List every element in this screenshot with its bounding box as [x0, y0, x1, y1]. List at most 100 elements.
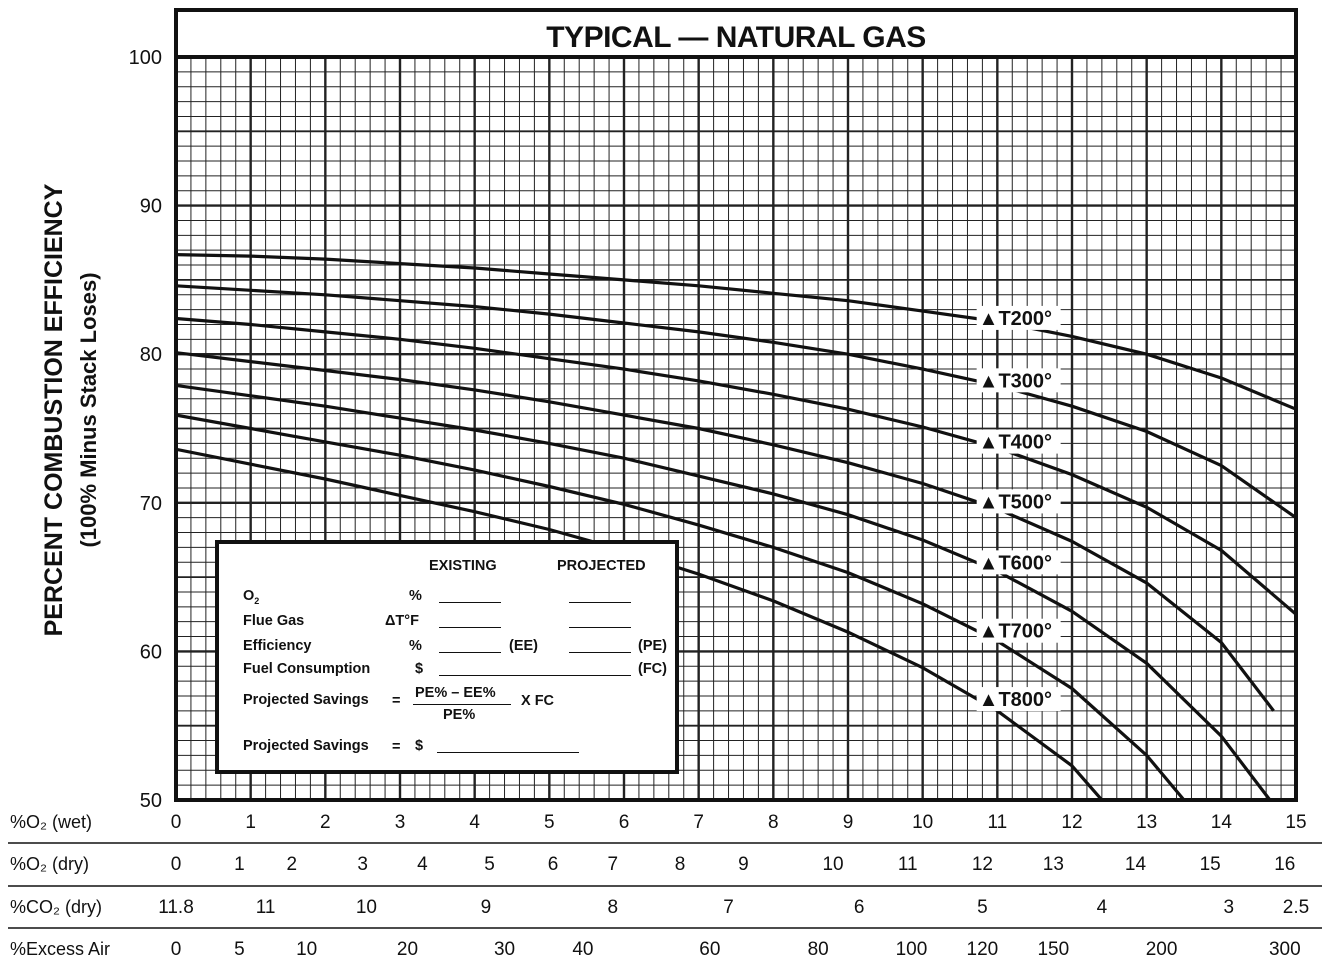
x-axis-tick-2: 11 — [898, 854, 918, 875]
x-axis-tick-3: 8 — [608, 897, 619, 918]
x-axis-tick-2: 7 — [608, 854, 619, 875]
worksheet-savings2-dollar: $ — [415, 738, 424, 754]
worksheet-tag-pe: (PE) — [638, 638, 667, 654]
worksheet-flue-unit: ΔT°F — [385, 613, 419, 629]
x-axis-tick-4: 20 — [397, 939, 418, 960]
x-axis-tick-3: 2.5 — [1283, 897, 1309, 918]
worksheet-row-savings2: Projected Savings — [243, 738, 369, 754]
x-axis-tick-2: 12 — [972, 854, 993, 875]
worksheet-savings2-blank — [437, 752, 579, 753]
x-axis-tick-2: 13 — [1043, 854, 1064, 875]
x-axis-tick-4: 100 — [896, 939, 928, 960]
series-line-3 — [176, 316, 1296, 616]
worksheet-row-flue: Flue Gas — [243, 613, 305, 629]
x-axis-label-2: %O₂ (dry) — [10, 854, 89, 874]
series-label-5: ▲T600° — [979, 552, 1052, 574]
x-axis-tick-3: 9 — [481, 897, 492, 918]
x-axis-tick-4: 60 — [699, 939, 720, 960]
x-axis-tick-4: 0 — [171, 939, 182, 960]
x-axis-tick-1: 7 — [693, 812, 704, 833]
x-axis-tick-2: 10 — [822, 854, 843, 875]
series-label-3: ▲T400° — [979, 432, 1052, 454]
x-axis-tick-1: 5 — [544, 812, 555, 833]
y-tick-label: 60 — [140, 641, 162, 663]
x-axis-label-1: %O₂ (wet) — [10, 812, 92, 832]
x-axis-tick-2: 6 — [548, 854, 559, 875]
worksheet-row-efficiency: Efficiency — [243, 638, 312, 654]
series-line-2 — [176, 284, 1296, 520]
worksheet-times-fc: X FC — [521, 693, 555, 709]
x-axis-tick-3: 11 — [256, 897, 276, 918]
labels-layer: ▲T200° ▲T300° ▲T400° ▲T500° ▲T600° ▲T700° ▲T80… — [976, 305, 1061, 712]
x-axis-tick-1: 2 — [320, 812, 331, 833]
worksheet-o2-label: O — [243, 588, 255, 604]
worksheet-row-savings: Projected Savings — [243, 692, 369, 708]
title-band — [178, 12, 1294, 57]
x-axis-tick-4: 10 — [296, 939, 317, 960]
x-axis-tick-3: 4 — [1097, 897, 1108, 918]
x-axis-tick-2: 14 — [1125, 854, 1147, 875]
x-axis-tick-4: 200 — [1146, 939, 1178, 960]
worksheet-fuel-unit: $ — [415, 661, 424, 677]
x-axis-tick-1: 15 — [1285, 812, 1306, 833]
x-axis-tick-2: 2 — [286, 854, 297, 875]
y-tick-label: 70 — [140, 493, 162, 515]
y-axis-label: PERCENT COMBUSTION EFFICIENCY — [40, 183, 68, 636]
worksheet-savings-eq: = — [392, 693, 401, 709]
x-axis-tick-3: 3 — [1224, 897, 1235, 918]
worksheet-row-o2: O2 — [243, 588, 259, 606]
series-label-bg-5 — [976, 550, 1061, 575]
series-label-bg-2 — [976, 368, 1061, 393]
worksheet-flue-projected-blank — [569, 627, 631, 628]
worksheet-o2-sub: 2 — [254, 595, 260, 606]
x-axes-layer: %O₂ (wet) 0 1 2 3 4 5 6 7 8 9 10 11 12 13 14 15%O₂ (dry)… — [8, 812, 1322, 960]
series-label-bg-1 — [976, 305, 1061, 330]
worksheet-o2-existing-blank — [439, 602, 501, 603]
x-axis-tick-1: 6 — [619, 812, 630, 833]
x-axis-tick-2: 16 — [1274, 854, 1295, 875]
worksheet-row-fuel: Fuel Consumption — [243, 661, 371, 677]
x-axis-tick-3: 11.8 — [158, 897, 194, 918]
x-axis-tick-3: 6 — [854, 897, 865, 918]
worksheet-col-existing: EXISTING — [429, 558, 497, 574]
plot-frame — [174, 8, 1298, 802]
x-axis-tick-1: 12 — [1061, 812, 1082, 833]
frame-layer: TYPICAL — NATURAL GAS 100 90 80 70 60 50 PERCEN… — [40, 8, 1298, 812]
series-label-6: ▲T700° — [979, 621, 1052, 643]
x-axis-tick-1: 14 — [1211, 812, 1233, 833]
x-axis-tick-1: 9 — [843, 812, 854, 833]
x-axis-tick-4: 120 — [967, 939, 999, 960]
x-axis-tick-1: 3 — [395, 812, 406, 833]
series-label-bg-6 — [976, 618, 1061, 643]
x-axis-tick-1: 13 — [1136, 812, 1157, 833]
series-line-6 — [176, 413, 1186, 800]
x-axis-tick-4: 150 — [1037, 939, 1069, 960]
series-label-bg-3 — [976, 429, 1061, 454]
x-axis-tick-2: 0 — [171, 854, 182, 875]
x-axis-tick-3: 5 — [977, 897, 988, 918]
savings-worksheet: EXISTING PROJECTED O2 % Flue Gas ΔT°F Ef… — [215, 540, 679, 774]
x-axis-tick-4: 5 — [234, 939, 245, 960]
worksheet-eff-projected-blank — [569, 652, 631, 653]
x-axis-tick-2: 3 — [357, 854, 368, 875]
y-tick-label: 100 — [129, 47, 162, 69]
x-axis-tick-1: 11 — [987, 812, 1007, 833]
x-axis-tick-2: 9 — [738, 854, 749, 875]
x-axis-tick-4: 30 — [494, 939, 515, 960]
worksheet-col-projected: PROJECTED — [557, 558, 646, 574]
series-line-5 — [176, 383, 1272, 800]
y-tick-label: 90 — [140, 196, 162, 218]
worksheet-tag-fc: (FC) — [638, 661, 667, 677]
series-label-bg-7 — [976, 687, 1061, 712]
x-axis-tick-4: 300 — [1269, 939, 1301, 960]
series-label-7: ▲T800° — [979, 689, 1052, 711]
x-axis-label-4: %Excess Air — [10, 939, 110, 959]
x-axis-tick-2: 4 — [417, 854, 428, 875]
worksheet-fraction-bar — [413, 704, 511, 705]
x-axis-tick-1: 8 — [768, 812, 779, 833]
x-axis-tick-2: 1 — [234, 854, 245, 875]
x-axis-tick-1: 1 — [245, 812, 256, 833]
worksheet-eff-unit: % — [409, 638, 422, 654]
y-tick-label: 80 — [140, 344, 162, 366]
